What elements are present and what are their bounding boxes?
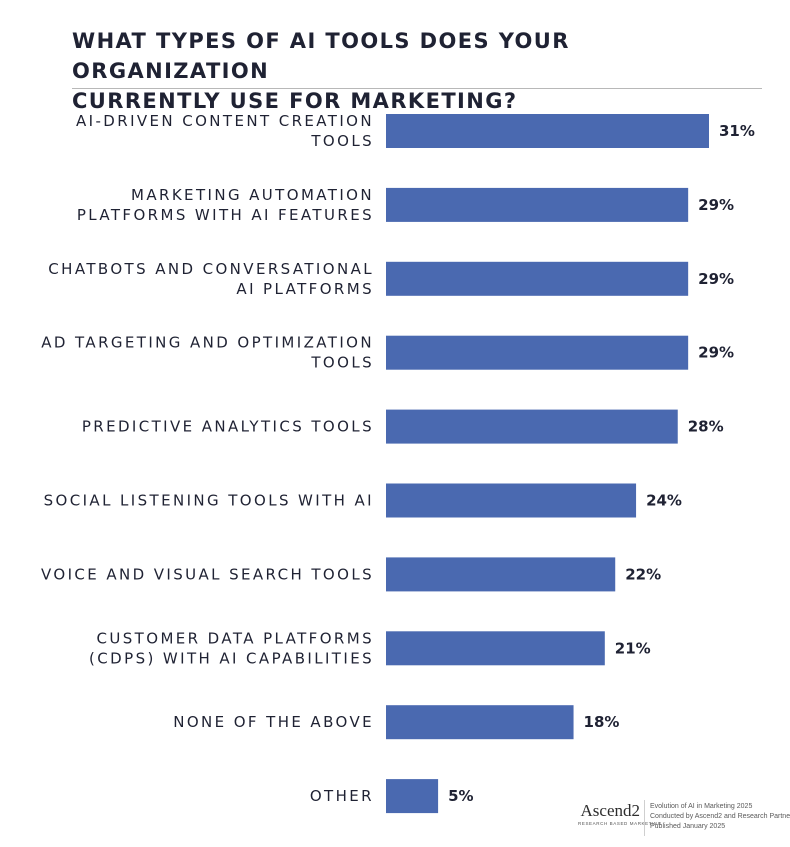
- value-label-10: 5%: [448, 787, 473, 805]
- category-label-line: VOICE AND VISUAL SEARCH TOOLS: [41, 565, 374, 583]
- category-label-line: PLATFORMS WITH AI FEATURES: [77, 206, 374, 224]
- category-label-2: MARKETING AUTOMATION PLATFORMS WITH AI FE…: [77, 186, 374, 224]
- value-label-1: 31%: [719, 122, 755, 140]
- value-label-7: 22%: [625, 565, 661, 583]
- bar-7: [386, 557, 616, 592]
- category-label-line: SOCIAL LISTENING TOOLS WITH AI: [44, 492, 374, 510]
- footer-credits: Evolution of AI in Marketing 2025 Conduc…: [650, 802, 790, 832]
- footer-line-report: Evolution of AI in Marketing 2025: [650, 803, 753, 810]
- bar-3: [386, 261, 689, 296]
- category-label-line: AI-DRIVEN CONTENT CREATION: [76, 112, 374, 130]
- title-divider: [72, 88, 762, 89]
- logo-tagline: RESEARCH BASED MARKETING: [578, 821, 662, 826]
- bar-1: [386, 114, 709, 148]
- bar-9: [386, 705, 574, 740]
- category-label-line: TOOLS: [310, 132, 374, 150]
- category-label-line: NONE OF THE ABOVE: [173, 713, 374, 731]
- category-label-1: AI-DRIVEN CONTENT CREATION TOOLS: [76, 112, 374, 150]
- bar-2: [386, 187, 689, 222]
- footer-separator: [644, 800, 645, 836]
- category-label-line: CHATBOTS AND CONVERSATIONAL: [48, 260, 374, 278]
- category-label-line: PREDICTIVE ANALYTICS TOOLS: [82, 418, 374, 436]
- category-label-line: TOOLS: [310, 354, 374, 372]
- ascend2-logo: Ascend2 RESEARCH BASED MARKETING: [578, 801, 662, 828]
- bar-8: [386, 631, 605, 666]
- category-label-5: PREDICTIVE ANALYTICS TOOLS: [82, 418, 374, 436]
- category-label-3: CHATBOTS AND CONVERSATIONAL AI PLATFORMS: [48, 260, 374, 298]
- logo-wordmark: Ascend2: [580, 801, 640, 820]
- category-label-8: CUSTOMER DATA PLATFORMS (CDPS) WITH AI CA…: [89, 629, 374, 667]
- category-label-line: (CDPS) WITH AI CAPABILITIES: [89, 649, 374, 667]
- value-label-6: 24%: [646, 492, 682, 510]
- value-label-4: 29%: [698, 344, 734, 362]
- category-label-6: SOCIAL LISTENING TOOLS WITH AI: [44, 492, 374, 510]
- category-label-line: AI PLATFORMS: [236, 280, 374, 298]
- value-label-9: 18%: [584, 713, 620, 731]
- value-label-3: 29%: [698, 270, 734, 288]
- value-label-2: 29%: [698, 196, 734, 214]
- category-label-4: AD TARGETING AND OPTIMIZATION TOOLS: [41, 334, 374, 372]
- category-label-line: AD TARGETING AND OPTIMIZATION: [41, 334, 374, 352]
- bar-4: [386, 335, 689, 370]
- bar-6: [386, 483, 637, 518]
- footer-line-published: Published January 2025: [650, 823, 726, 830]
- category-label-line: CUSTOMER DATA PLATFORMS: [97, 629, 375, 647]
- category-label-line: OTHER: [310, 787, 374, 805]
- category-label-10: OTHER: [310, 787, 374, 805]
- category-label-9: NONE OF THE ABOVE: [173, 713, 374, 731]
- bar-10: [386, 779, 439, 814]
- category-label-7: VOICE AND VISUAL SEARCH TOOLS: [41, 565, 374, 583]
- category-label-line: MARKETING AUTOMATION: [131, 186, 374, 204]
- bar-5: [386, 409, 678, 444]
- footer-line-conducted: Conducted by Ascend2 and Research Partne…: [650, 813, 790, 820]
- value-label-8: 21%: [615, 639, 651, 657]
- chart-title: WHAT TYPES OF AI TOOLS DOES YOUR ORGANIZ…: [72, 29, 570, 113]
- value-label-5: 28%: [688, 418, 724, 436]
